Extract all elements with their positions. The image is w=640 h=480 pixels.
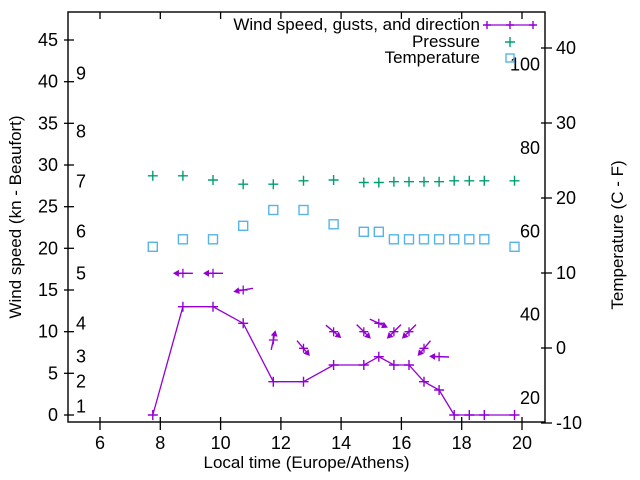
legend-label-pressure: Pressure bbox=[411, 32, 480, 51]
left-tick-label: 30 bbox=[38, 155, 58, 175]
beaufort-label: 9 bbox=[76, 63, 86, 83]
x-axis-label: Local time (Europe/Athens) bbox=[203, 453, 410, 472]
x-tick-label: 20 bbox=[512, 433, 532, 453]
left-tick-label: 0 bbox=[48, 405, 58, 425]
left-tick-label: 5 bbox=[48, 363, 58, 383]
right-tick-label: -10 bbox=[556, 413, 582, 433]
fahrenheit-label: 60 bbox=[520, 221, 540, 241]
beaufort-label: 3 bbox=[76, 347, 86, 367]
left-tick-label: 20 bbox=[38, 238, 58, 258]
beaufort-label: 1 bbox=[76, 397, 86, 417]
wind-gusts-direction-series bbox=[172, 268, 450, 362]
x-tick-label: 12 bbox=[271, 433, 291, 453]
left-tick-label: 10 bbox=[38, 322, 58, 342]
beaufort-label: 4 bbox=[76, 313, 86, 333]
beaufort-label: 8 bbox=[76, 122, 86, 142]
right-tick-label: 0 bbox=[556, 338, 566, 358]
right-tick-label: 30 bbox=[556, 113, 576, 133]
fahrenheit-label: 100 bbox=[510, 55, 540, 75]
legend-label-wind: Wind speed, gusts, and direction bbox=[233, 15, 480, 34]
left-tick-label: 40 bbox=[38, 72, 58, 92]
plot-border bbox=[67, 11, 546, 423]
wind-speed-series bbox=[147, 301, 520, 420]
right-tick-label: 20 bbox=[556, 188, 576, 208]
fahrenheit-label: 40 bbox=[520, 305, 540, 325]
fahrenheit-label: 80 bbox=[520, 138, 540, 158]
beaufort-label: 6 bbox=[76, 222, 86, 242]
left-tick-label: 25 bbox=[38, 197, 58, 217]
x-tick-label: 8 bbox=[155, 433, 165, 453]
left-tick-label: 35 bbox=[38, 113, 58, 133]
left-tick-label: 45 bbox=[38, 30, 58, 50]
temperature-series bbox=[147, 204, 520, 253]
x-tick-label: 18 bbox=[452, 433, 472, 453]
x-tick-label: 14 bbox=[331, 433, 351, 453]
x-tick-label: 6 bbox=[95, 433, 105, 453]
right-tick-label: 10 bbox=[556, 263, 576, 283]
right-tick-label: 40 bbox=[556, 38, 576, 58]
x-tick-label: 16 bbox=[391, 433, 411, 453]
fahrenheit-label: 20 bbox=[520, 388, 540, 408]
beaufort-label: 7 bbox=[76, 172, 86, 192]
left-tick-label: 15 bbox=[38, 280, 58, 300]
pressure-series bbox=[147, 170, 520, 190]
x-tick-label: 10 bbox=[211, 433, 231, 453]
beaufort-label: 2 bbox=[76, 372, 86, 392]
y-axis-label-left: Wind speed (kn - Beaufort) bbox=[6, 115, 25, 319]
legend-label-temperature: Temperature bbox=[384, 48, 480, 67]
y-axis-label-right: Temperature (C - F) bbox=[608, 160, 627, 310]
beaufort-label: 5 bbox=[76, 263, 86, 283]
